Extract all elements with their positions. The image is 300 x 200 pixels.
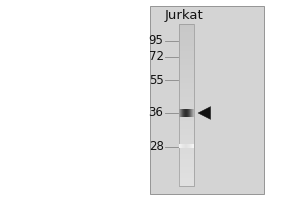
Bar [178, 151, 194, 154]
Bar [178, 64, 194, 67]
Bar [178, 43, 194, 46]
Bar [178, 105, 194, 108]
Bar [178, 83, 194, 86]
Bar [178, 124, 194, 127]
Bar [178, 102, 194, 105]
Bar [178, 94, 194, 97]
Bar [178, 29, 194, 32]
Bar [178, 73, 194, 75]
Bar [178, 40, 194, 43]
Bar [178, 135, 194, 137]
Bar [178, 175, 194, 178]
Bar [178, 32, 194, 35]
Bar [178, 113, 194, 116]
Bar [178, 167, 194, 170]
Bar [178, 100, 194, 102]
Bar [178, 70, 194, 73]
Bar [178, 78, 194, 81]
Bar [178, 159, 194, 162]
Bar [178, 132, 194, 135]
Text: 55: 55 [149, 73, 164, 86]
Bar [178, 129, 194, 132]
Bar [178, 140, 194, 143]
Text: 28: 28 [148, 140, 164, 154]
Bar [178, 148, 194, 151]
Bar [178, 86, 194, 89]
Bar [178, 62, 194, 64]
Bar [178, 178, 194, 181]
Bar [178, 27, 194, 29]
Bar [178, 108, 194, 110]
Bar [178, 48, 194, 51]
Bar [178, 118, 194, 121]
Bar [178, 56, 194, 59]
Bar [178, 162, 194, 164]
Bar [178, 127, 194, 129]
Bar [178, 89, 194, 91]
Bar [178, 137, 194, 140]
Bar [178, 37, 194, 40]
Bar [178, 172, 194, 175]
Bar [178, 156, 194, 159]
Bar [178, 181, 194, 183]
Bar [178, 97, 194, 100]
Polygon shape [198, 107, 211, 119]
Bar [178, 183, 194, 186]
Bar [178, 91, 194, 94]
Bar [178, 143, 194, 146]
Bar [150, 6, 264, 194]
Bar [178, 81, 194, 83]
Bar [178, 154, 194, 156]
Bar [178, 46, 194, 48]
Bar [178, 54, 194, 56]
Bar [178, 24, 194, 186]
Bar [178, 164, 194, 167]
Bar [178, 146, 194, 148]
Bar [178, 116, 194, 118]
Bar [178, 75, 194, 78]
Bar [178, 51, 194, 54]
Text: 72: 72 [148, 50, 164, 64]
Bar [178, 35, 194, 38]
Text: Jurkat: Jurkat [165, 9, 204, 22]
Text: 36: 36 [148, 106, 164, 119]
Text: 95: 95 [148, 34, 164, 47]
Bar [178, 110, 194, 113]
Bar [178, 67, 194, 70]
Bar [178, 24, 194, 27]
Bar [178, 121, 194, 124]
Bar [178, 170, 194, 172]
Bar [178, 59, 194, 62]
